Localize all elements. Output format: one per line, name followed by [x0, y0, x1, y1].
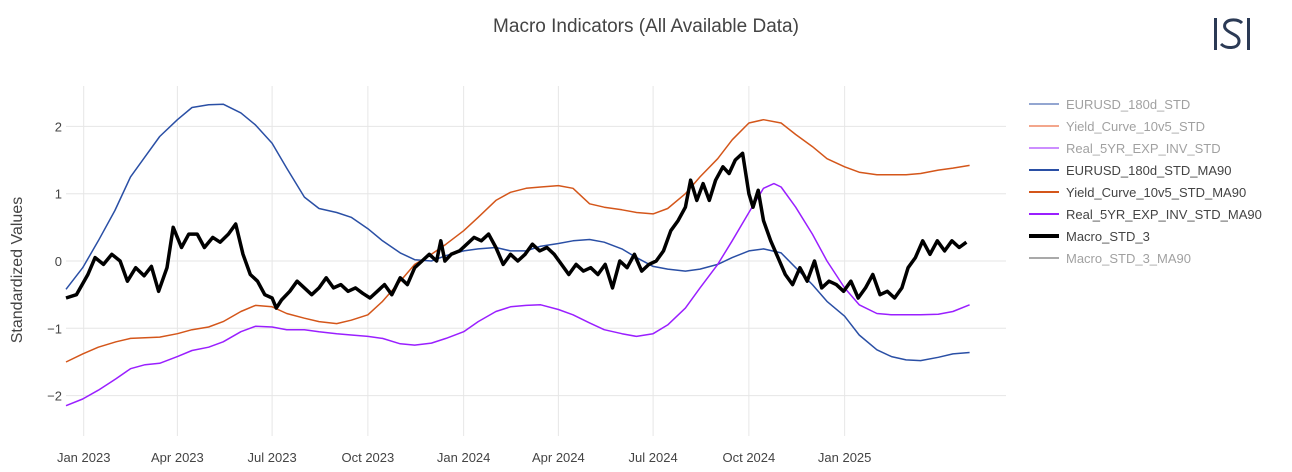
legend-item[interactable]: Real_5YR_EXP_INV_STD_MA90 [1029, 207, 1262, 222]
chart-title: Macro Indicators (All Available Data) [493, 16, 799, 37]
legend-item[interactable]: EURUSD_180d_STD_MA90 [1029, 163, 1231, 178]
x-tick-label: Jul 2023 [248, 450, 297, 465]
series-line-5 [65, 182, 970, 407]
legend: EURUSD_180d_STD Yield_Curve_10v5_STD Real_… [1029, 97, 1262, 266]
legend-label: Macro_STD_3_MA90 [1066, 251, 1191, 266]
x-tick-label: Jan 2024 [437, 450, 491, 465]
legend-label: Real_5YR_EXP_INV_STD [1066, 141, 1221, 156]
x-tick-label: Apr 2024 [532, 450, 585, 465]
y-tick-label: 0 [55, 254, 62, 269]
legend-label: EURUSD_180d_STD [1066, 97, 1190, 112]
legend-label: Macro_STD_3 [1066, 229, 1150, 244]
y-tick-label: −1 [47, 321, 62, 336]
y-tick-label: 1 [55, 187, 62, 202]
y-axis-ticks: 2 1 0 −1 −2 [47, 119, 62, 403]
y-axis-label: Standardized Values [9, 197, 26, 343]
legend-item[interactable]: Real_5YR_EXP_INV_STD [1029, 141, 1221, 156]
y-tick-label: −2 [47, 389, 62, 404]
series-line-3 [65, 103, 970, 362]
series-layer [65, 103, 970, 407]
y-tick-label: 2 [55, 119, 62, 134]
legend-item[interactable]: Yield_Curve_10v5_STD_MA90 [1029, 185, 1246, 200]
series-line-4 [65, 118, 970, 363]
x-tick-label: Jul 2024 [629, 450, 678, 465]
legend-label: Real_5YR_EXP_INV_STD_MA90 [1066, 207, 1262, 222]
x-tick-label: Jan 2023 [57, 450, 111, 465]
legend-label: Yield_Curve_10v5_STD_MA90 [1066, 185, 1246, 200]
legend-label: EURUSD_180d_STD_MA90 [1066, 163, 1231, 178]
legend-item[interactable]: Yield_Curve_10v5_STD [1029, 119, 1205, 134]
x-tick-label: Apr 2023 [151, 450, 204, 465]
legend-item[interactable]: Macro_STD_3 [1029, 229, 1150, 244]
legend-item[interactable]: Macro_STD_3_MA90 [1029, 251, 1191, 266]
x-tick-label: Jan 2025 [818, 450, 872, 465]
grid-lines [66, 86, 1006, 436]
x-tick-label: Oct 2023 [341, 450, 394, 465]
legend-label: Yield_Curve_10v5_STD [1066, 119, 1205, 134]
x-tick-label: Oct 2024 [722, 450, 775, 465]
series-line-6 [65, 151, 968, 310]
legend-item[interactable]: EURUSD_180d_STD [1029, 97, 1190, 112]
brand-logo-icon [1214, 18, 1250, 50]
x-axis-ticks: Jan 2023 Apr 2023 Jul 2023 Oct 2023 Jan 2024… [57, 450, 871, 465]
